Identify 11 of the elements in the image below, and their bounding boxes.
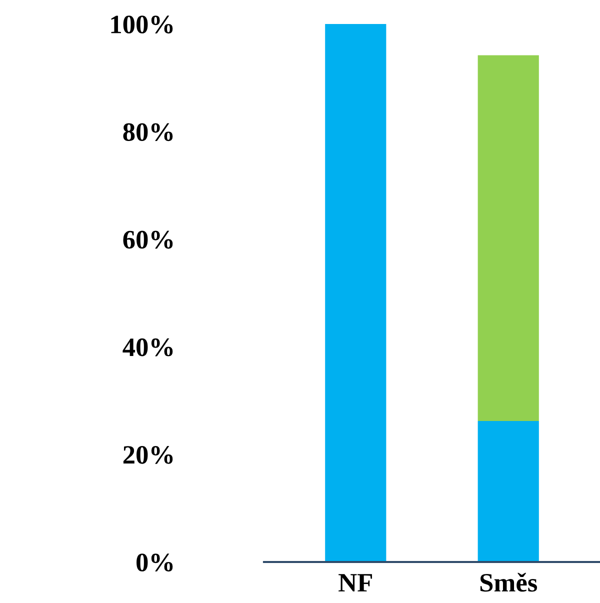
bar — [325, 24, 386, 562]
y-tick-label: 40% — [122, 338, 173, 356]
y-tick-label: 80% — [123, 123, 173, 142]
y-tick-label: 60% — [123, 230, 173, 249]
bar — [478, 421, 539, 562]
y-tick-label: 20% — [123, 446, 173, 464]
x-tick-label: Směs — [480, 572, 538, 592]
bar — [478, 55, 539, 422]
y-tick-label: 100% — [111, 16, 173, 34]
x-tick-label: NF — [338, 574, 372, 592]
y-tick-label: 0% — [136, 554, 173, 572]
